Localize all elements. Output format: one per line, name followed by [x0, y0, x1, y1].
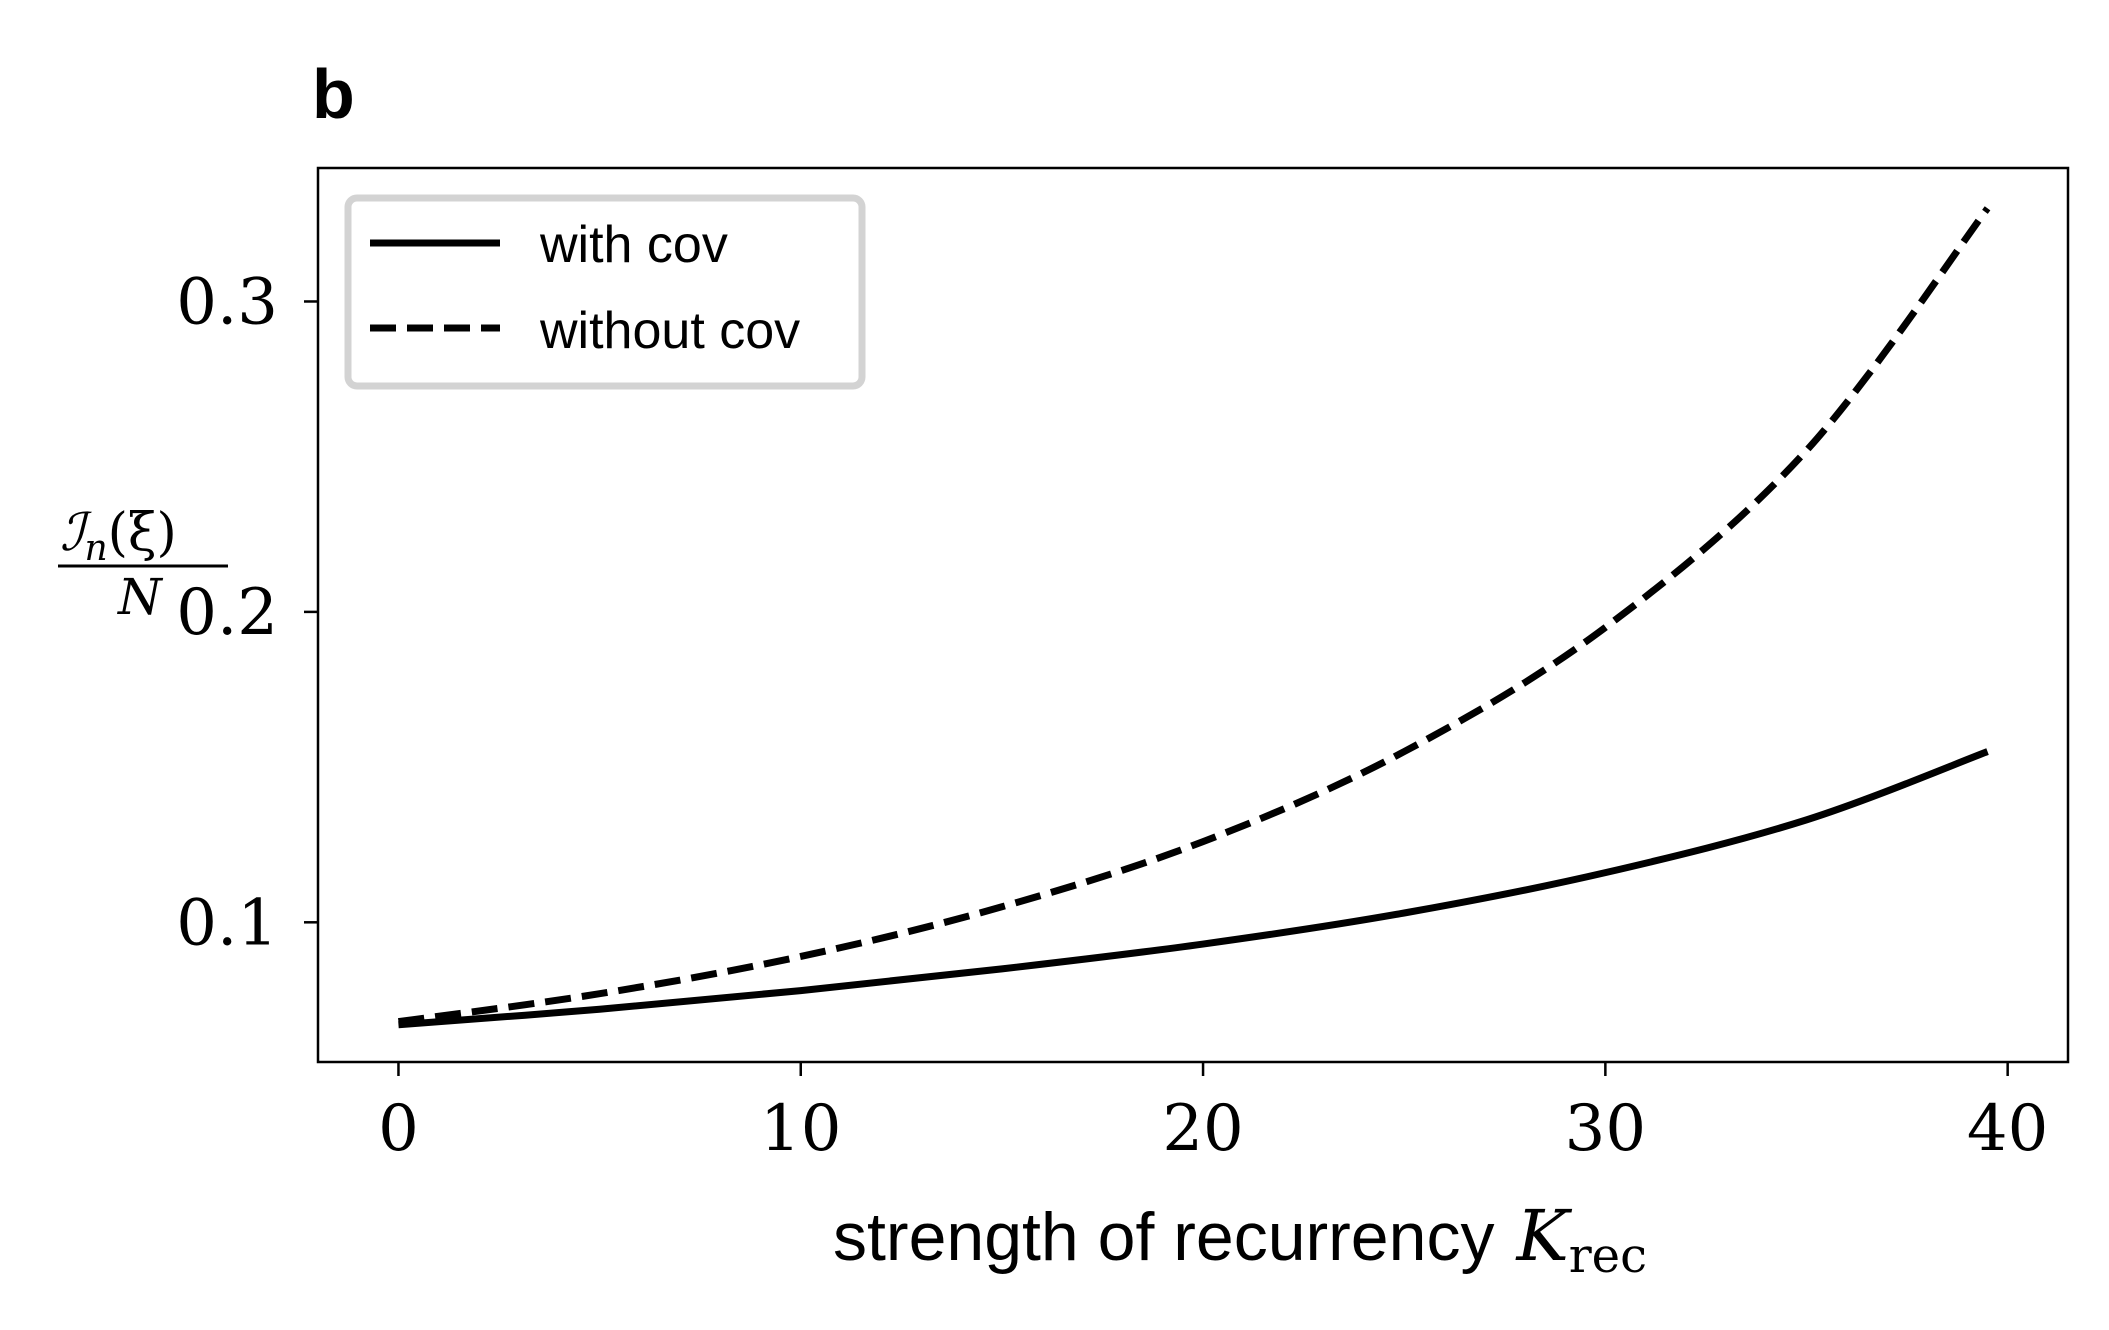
y-axis-label-numerator: ℐn(ξ) [60, 503, 177, 569]
x-ticks: 0 10 20 30 40 [378, 1062, 2048, 1166]
x-tick-label: 10 [760, 1092, 841, 1166]
y-ticks: 0.1 0.2 0.3 [176, 265, 318, 960]
y-tick-label: 0.3 [176, 265, 278, 339]
y-tick-label: 0.1 [176, 886, 278, 960]
series-layer [397, 206, 1991, 1029]
legend-label-with-cov: with cov [539, 216, 728, 274]
y-axis-label-numerator-sub: n [84, 528, 107, 569]
series-line-without-cov [397, 206, 1991, 1026]
x-tick-label: 40 [1967, 1092, 2048, 1166]
panel-label: b [312, 55, 355, 133]
x-axis-label-text: strength of recurrency [833, 1199, 1494, 1275]
y-axis-label: ℐn(ξ) N [58, 503, 228, 626]
x-axis-label-symbol: K [1514, 1195, 1572, 1277]
y-tick-label: 0.2 [176, 576, 278, 650]
x-axis-label: strength of recurrency Krec [833, 1195, 1647, 1284]
legend: with cov without cov [344, 194, 866, 390]
x-tick-label: 30 [1565, 1092, 1646, 1166]
series-line-with-cov [398, 748, 1989, 1029]
legend-label-without-cov: without cov [539, 302, 800, 360]
plot-frame [316, 166, 2070, 1064]
plot-area: 0 10 20 30 40 0.1 0.2 0.3 [176, 166, 2070, 1166]
y-axis-label-denominator: N [117, 568, 164, 626]
x-axis-label-subscript: rec [1569, 1228, 1647, 1284]
x-tick-label: 0 [378, 1092, 419, 1166]
x-tick-label: 20 [1162, 1092, 1243, 1166]
y-axis-label-numerator-arg: (ξ) [108, 503, 177, 563]
